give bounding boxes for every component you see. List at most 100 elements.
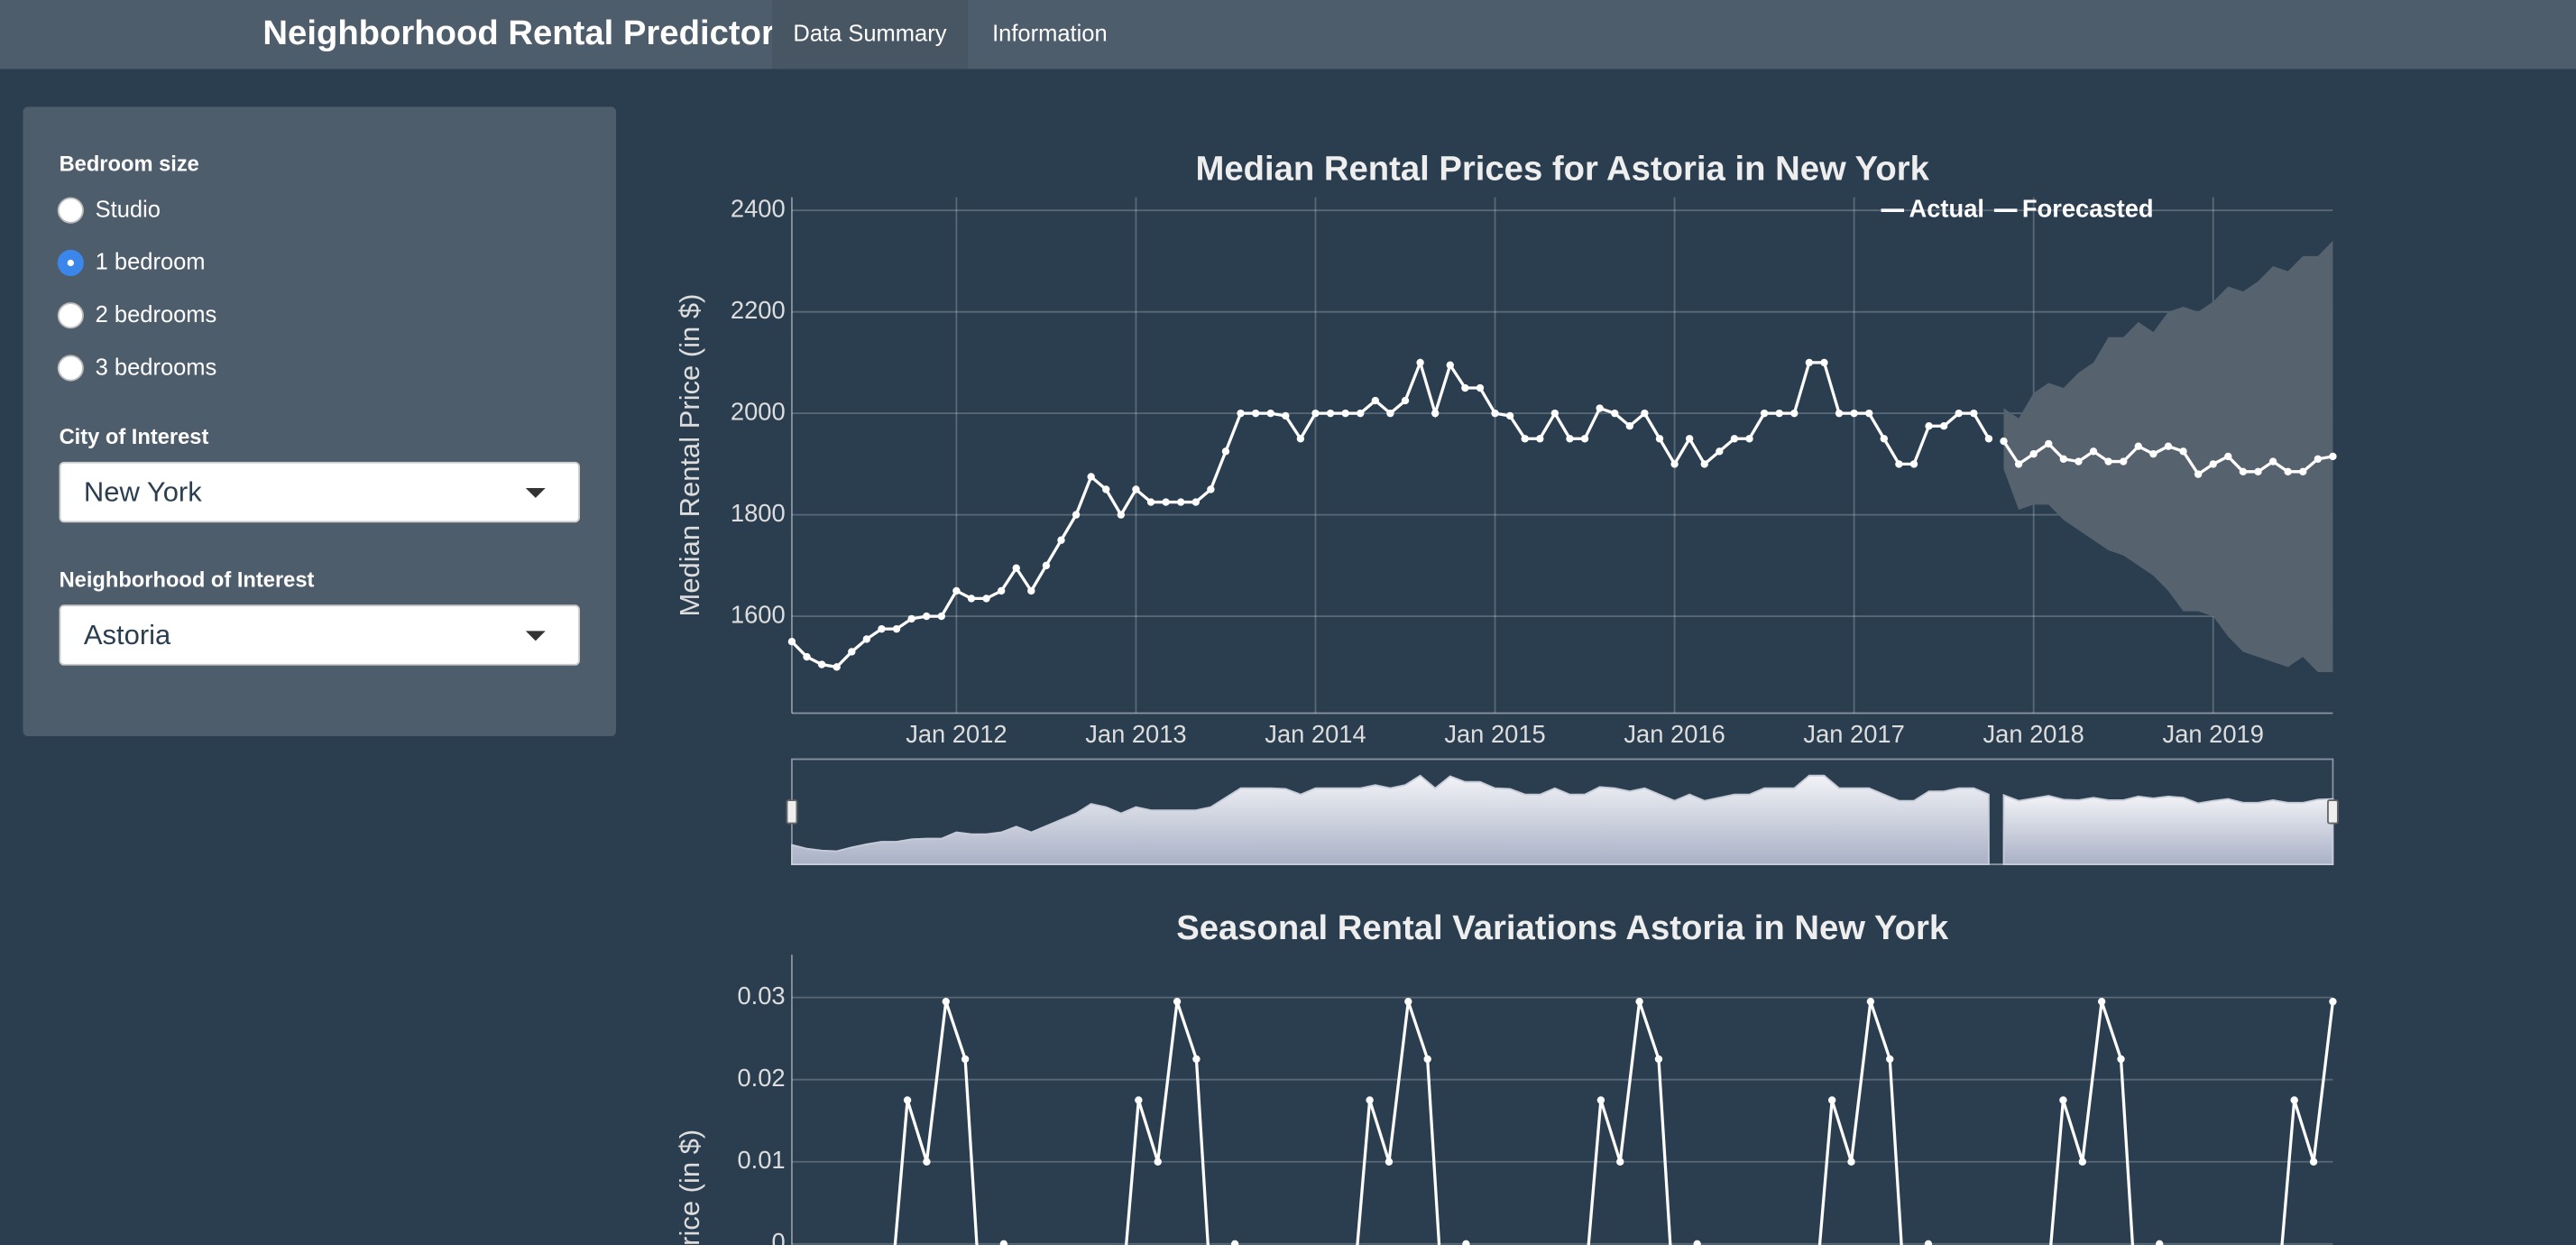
range-handle[interactable] [786,799,798,825]
data-point [1580,435,1589,443]
data-point [1386,409,1394,418]
data-point [1827,1096,1836,1104]
data-point [2000,437,2008,446]
data-point [1072,511,1081,519]
data-point [1716,447,1724,456]
data-point [2209,460,2217,468]
data-point [1087,473,1095,481]
radio-button[interactable] [57,355,84,382]
data-point [2117,1055,2125,1064]
data-point [982,595,990,603]
select-value: New York [83,476,202,508]
data-point [2224,452,2232,461]
series-line [893,1001,2335,1245]
data-point [2268,457,2277,466]
data-point [1132,485,1140,493]
data-point [937,612,945,621]
data-point [1835,409,1844,418]
data-point [1925,422,1933,430]
data-point [2149,449,2157,458]
select[interactable]: Astoria [59,604,580,666]
radio-label: 3 bedrooms [95,353,217,380]
data-point [1909,460,1918,468]
data-point [1596,1096,1605,1104]
x-tick-label: Jan 2015 [1444,720,1545,748]
data-point [1866,997,1875,1006]
data-point [1850,409,1858,418]
tab[interactable]: Information [992,19,1108,47]
data-point [1177,498,1185,506]
x-tick-label: Jan 2018 [1983,720,2084,748]
data-point [1790,409,1799,418]
data-point [999,1240,1008,1245]
radio-button[interactable] [57,197,84,224]
data-point [997,586,1006,595]
data-point [1521,435,1529,443]
data-point [2179,447,2187,456]
data-point [803,652,811,661]
data-point [1371,396,1380,405]
data-point [967,595,976,603]
range-handle[interactable] [2327,799,2339,825]
y-axis-label: Median Rental Price (in $) [674,294,705,617]
data-point [1462,1240,1470,1245]
caret [525,631,546,641]
data-point [1760,409,1769,418]
tab[interactable]: Data Summary [772,0,968,69]
data-point [2194,470,2203,478]
y-tick-label: 0.02 [737,1064,785,1092]
data-point [1326,409,1335,418]
y-tick-label: 2200 [731,296,786,324]
data-point [1700,460,1708,468]
field-label: Bedroom size [59,151,199,176]
chart-title: Median Rental Prices for Astoria in New … [1195,150,1929,189]
data-point [1461,383,1469,392]
data-point [2045,439,2053,448]
data-point [1366,1096,1374,1104]
data-point [1505,411,1514,420]
data-point [2156,1240,2164,1245]
data-point [1057,536,1065,544]
data-point [1416,358,1424,367]
data-point [2290,1096,2298,1104]
x-tick-label: Jan 2019 [2163,720,2264,748]
data-point [1404,997,1412,1006]
data-point [1162,498,1170,506]
data-point [1685,435,1694,443]
data-point [942,997,950,1006]
data-point [923,1157,931,1166]
data-point [1536,435,1544,443]
y-tick-label: 0.03 [737,982,785,1010]
data-point [1847,1157,1855,1166]
data-point [2014,460,2023,468]
data-point [1745,435,1753,443]
confidence-band [2003,240,2333,672]
data-point [2164,442,2173,450]
radio-label: 2 bedrooms [95,300,217,327]
x-tick-label: Jan 2017 [1803,720,1904,748]
radio-label: 1 bedroom [95,248,206,275]
data-point [2104,457,2112,466]
select-value: Astoria [83,619,171,651]
chart-title: Seasonal Rental Variations Astoria in Ne… [1176,908,1949,947]
radio-button[interactable] [57,249,84,276]
select[interactable]: New York [59,461,580,523]
data-point [2284,467,2292,476]
data-point [2309,1157,2318,1166]
data-point [1865,409,1873,418]
data-point [907,614,915,623]
data-point [1970,409,1978,418]
data-point [1266,409,1274,418]
data-point [1939,422,1948,430]
radio-button[interactable] [57,302,84,329]
data-point [833,663,841,671]
data-point [1446,361,1454,369]
data-point [1596,404,1604,412]
data-point [1357,409,1365,418]
data-point [1895,460,1903,468]
data-point [2329,452,2337,461]
data-point [2059,455,2068,463]
data-point [1924,1240,1933,1245]
